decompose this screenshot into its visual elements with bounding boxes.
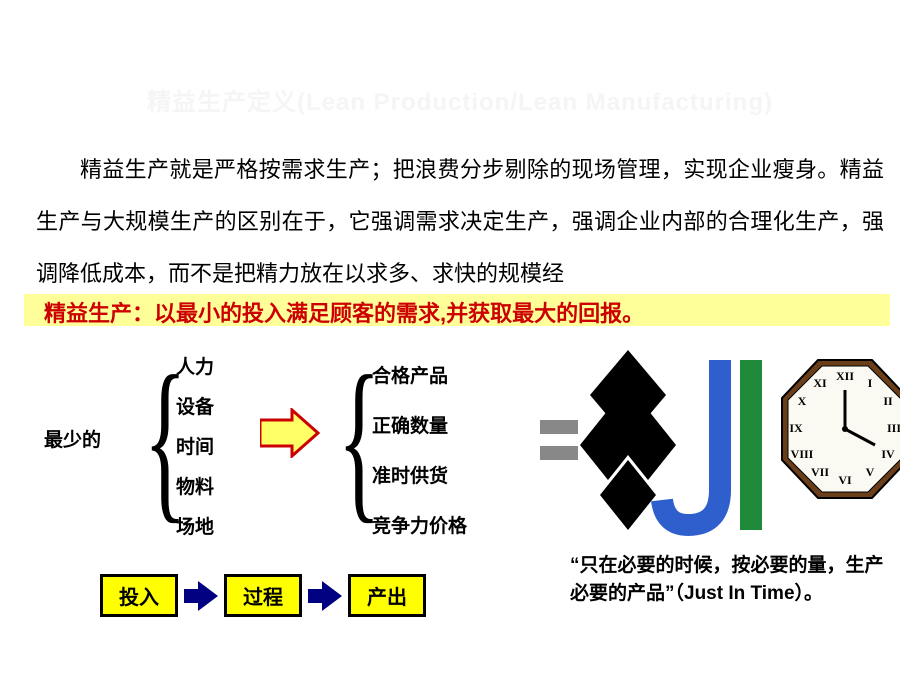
svg-text:IX: IX (789, 421, 803, 435)
flow-row: 投入 过程 产出 (100, 574, 426, 617)
svg-text:XI: XI (813, 376, 827, 390)
input-item: 场地 (176, 508, 214, 548)
flow-arrow-icon (308, 581, 342, 611)
svg-text:IV: IV (881, 447, 895, 461)
input-item: 人力 (176, 348, 214, 388)
min-label: 最少的 (44, 425, 101, 452)
input-item: 物料 (176, 468, 214, 508)
svg-text:III: III (887, 421, 900, 435)
svg-text:X: X (798, 394, 807, 408)
flow-box-output: 产出 (348, 574, 426, 617)
yellow-arrow-icon (260, 408, 320, 458)
flow-box-process: 过程 (224, 574, 302, 617)
svg-text:V: V (866, 465, 875, 479)
letter-i (740, 360, 762, 530)
svg-text:VIII: VIII (791, 447, 814, 461)
flow-arrow-icon (184, 581, 218, 611)
svg-text:XII: XII (836, 369, 854, 383)
body-paragraph: 精益生产就是严格按需求生产；把浪费分步剔除的现场管理，实现企业瘦身。精益生产与大… (36, 144, 884, 300)
jit-quote: “只在必要的时候，按必要的量，生产必要的产品”（Just In Time）。 (570, 552, 890, 608)
inputs-column: 人力 设备 时间 物料 场地 (176, 348, 214, 548)
jit-graphic: XII I II III IV V VI VII VIII IX X XI (540, 350, 900, 540)
output-item: 正确数量 (372, 402, 467, 452)
clock-icon: XII I II III IV V VI VII VIII IX X XI (782, 360, 900, 498)
input-item: 设备 (176, 388, 214, 428)
slide-title: 精益生产定义(Lean Production/Lean Manufacturin… (0, 82, 920, 117)
svg-text:II: II (883, 394, 893, 408)
svg-text:VII: VII (811, 465, 829, 479)
flow-box-input: 投入 (100, 574, 178, 617)
highlight-text: 精益生产：以最小的投入满足顾客的需求,并获取最大的回报。 (44, 296, 644, 328)
output-item: 准时供货 (372, 452, 467, 502)
output-item: 竞争力价格 (372, 502, 467, 552)
svg-text:I: I (868, 376, 873, 390)
input-item: 时间 (176, 428, 214, 468)
svg-text:VI: VI (838, 473, 852, 487)
outputs-column: 合格产品 正确数量 准时供货 竞争力价格 (372, 352, 467, 552)
output-item: 合格产品 (372, 352, 467, 402)
